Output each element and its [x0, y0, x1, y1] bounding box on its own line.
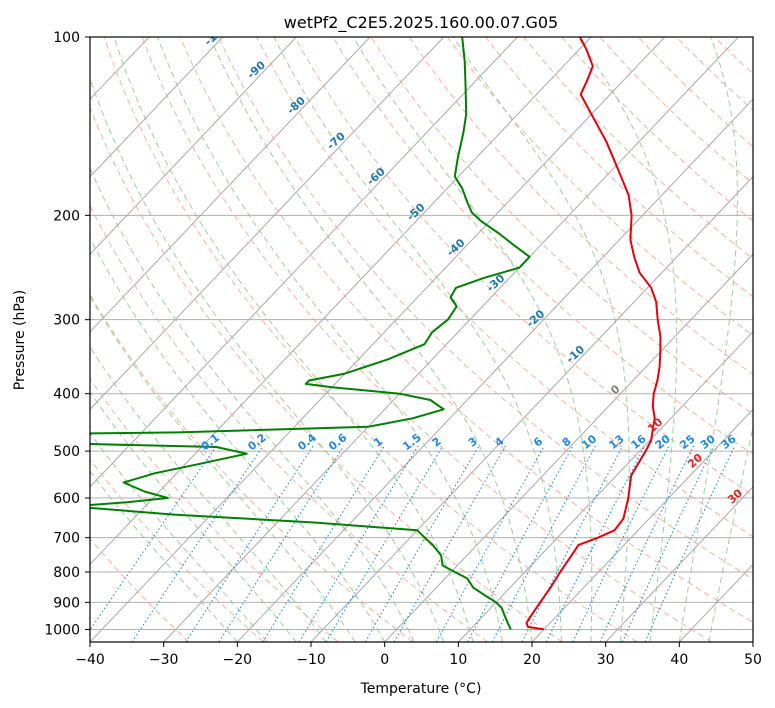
mixing-ratio-line	[435, 445, 545, 642]
moist-adiabat-line	[273, 37, 562, 642]
dry-adiabat-line	[408, 37, 753, 375]
mixing-ratio-line	[262, 445, 385, 642]
y-tick-label: 400	[53, 387, 80, 403]
x-tick-label: −40	[75, 652, 105, 668]
y-tick-label: 1000	[44, 622, 80, 638]
dry-adiabat-line	[90, 204, 488, 642]
y-axis-label: Pressure (hPa)	[12, 290, 28, 390]
x-tick-label: 30	[597, 652, 615, 668]
y-tick-label: 600	[53, 491, 80, 507]
moist-adiabat-line	[90, 77, 445, 642]
mixing-ratio-line	[572, 445, 670, 642]
moist-adiabat-line	[209, 37, 533, 642]
chart-title: wetPf2_C2E5.2025.160.00.07.G05	[284, 13, 558, 33]
mixing-ratio-line	[521, 445, 624, 642]
isotherm-line	[90, 37, 445, 411]
y-tick-label: 500	[53, 444, 80, 460]
isotherm-line	[163, 37, 739, 642]
dry-adiabat-line	[446, 37, 753, 336]
moist-adiabat-line	[708, 424, 753, 642]
dry-adiabat-line	[90, 293, 414, 642]
moist-adiabat-line	[577, 37, 678, 642]
mixing-ratio-line	[131, 445, 264, 642]
mixing-ratio-line	[185, 445, 314, 642]
isotherm-line	[384, 253, 753, 642]
dry-adiabat-line	[103, 37, 638, 642]
mixing-ratio-line	[298, 445, 419, 642]
dewpoint-line	[90, 37, 531, 630]
isotherm-line	[90, 37, 297, 256]
dry-adiabat-line	[90, 537, 190, 642]
dry-adiabat-line	[90, 106, 563, 642]
moist-adiabat-line	[90, 295, 356, 642]
isotherm-line	[605, 486, 753, 642]
dry-adiabat-line	[217, 37, 753, 580]
dry-adiabat-line	[294, 37, 753, 496]
isotherm-line	[457, 331, 753, 642]
isotherm-label: -100	[202, 20, 231, 48]
x-tick-label: −30	[149, 652, 179, 668]
mixing-ratio-line	[599, 445, 695, 642]
x-tick-label: −10	[296, 652, 326, 668]
isotherm-line	[90, 37, 666, 642]
x-tick-label: −20	[223, 652, 253, 668]
dry-adiabat-line	[332, 37, 753, 455]
mixing-ratio-line	[325, 445, 444, 642]
isotherm-line	[531, 408, 753, 642]
dry-adiabat-line	[90, 458, 264, 642]
x-tick-label: 20	[523, 652, 541, 668]
y-tick-label: 800	[53, 565, 80, 581]
mixing-ratio-line	[90, 445, 217, 631]
x-tick-label: 50	[744, 652, 762, 668]
moist-adiabat-line	[90, 391, 297, 642]
moist-adiabat-line	[90, 470, 238, 642]
mixing-ratio-line	[545, 445, 646, 642]
dry-adiabat-line	[141, 37, 712, 642]
isotherm-line	[90, 37, 371, 333]
dry-adiabat-line	[256, 37, 753, 538]
moist-adiabat-line	[678, 37, 738, 642]
x-tick-label: 10	[449, 652, 467, 668]
moist-adiabat-line	[90, 346, 327, 642]
y-tick-label: 700	[53, 531, 80, 547]
y-tick-label: 300	[53, 313, 80, 329]
dry-adiabat-line	[370, 37, 753, 415]
y-tick-label: 200	[53, 208, 80, 224]
dry-adiabat-line	[179, 37, 753, 623]
moist-adiabat-line	[90, 237, 386, 642]
isotherm-line	[90, 37, 592, 566]
temperature-line	[525, 37, 662, 631]
y-tick-label: 100	[53, 30, 80, 46]
moist-adiabat-line	[113, 37, 474, 642]
isotherm-line	[90, 37, 518, 488]
plot-frame	[89, 36, 754, 643]
mixing-ratio-line	[218, 445, 345, 642]
x-axis-label: Temperature (°C)	[360, 681, 482, 697]
y-tick-label: 900	[53, 595, 80, 611]
x-tick-label: 40	[670, 652, 688, 668]
moist-adiabat-line	[352, 37, 593, 642]
isotherm-line	[236, 98, 753, 642]
isotherm-line	[90, 37, 224, 178]
moist-adiabat-line	[90, 432, 268, 642]
x-tick-label: 0	[380, 652, 389, 668]
